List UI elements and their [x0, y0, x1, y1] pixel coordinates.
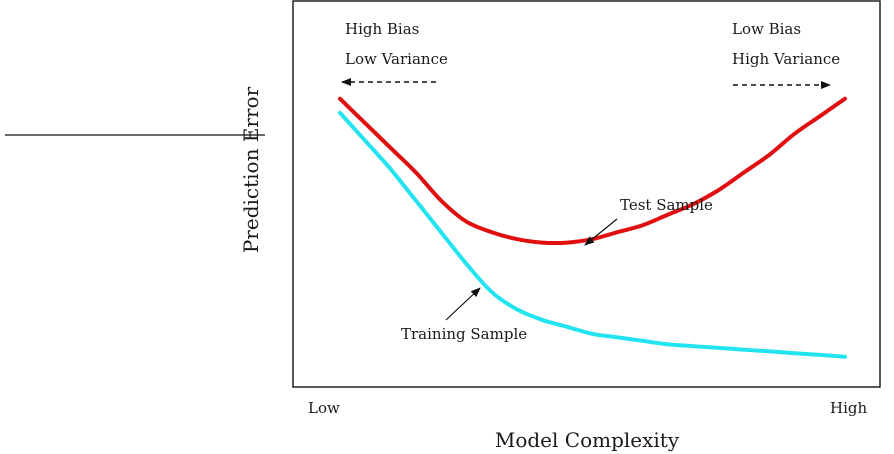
x-tick-low: Low — [308, 399, 340, 417]
annotation-left-line-2: Low Variance — [345, 50, 448, 68]
x-tick-high: High — [830, 399, 867, 417]
series-line-test — [338, 96, 847, 246]
label-training-sample: Training Sample — [401, 325, 527, 343]
x-axis-label: Model Complexity — [495, 428, 680, 452]
arrow-training-sample — [445, 287, 481, 321]
annotation-right-line-1: Low Bias — [732, 20, 801, 38]
label-test-sample: Test Sample — [620, 196, 713, 214]
annotation-right-line-2: High Variance — [732, 50, 840, 68]
series-line-training — [338, 110, 847, 359]
annotation-left-line-1: High Bias — [345, 20, 419, 38]
plot-frame — [292, 0, 881, 388]
arrow-test-sample — [584, 218, 618, 246]
y-axis-label: Prediction Error — [239, 86, 263, 253]
